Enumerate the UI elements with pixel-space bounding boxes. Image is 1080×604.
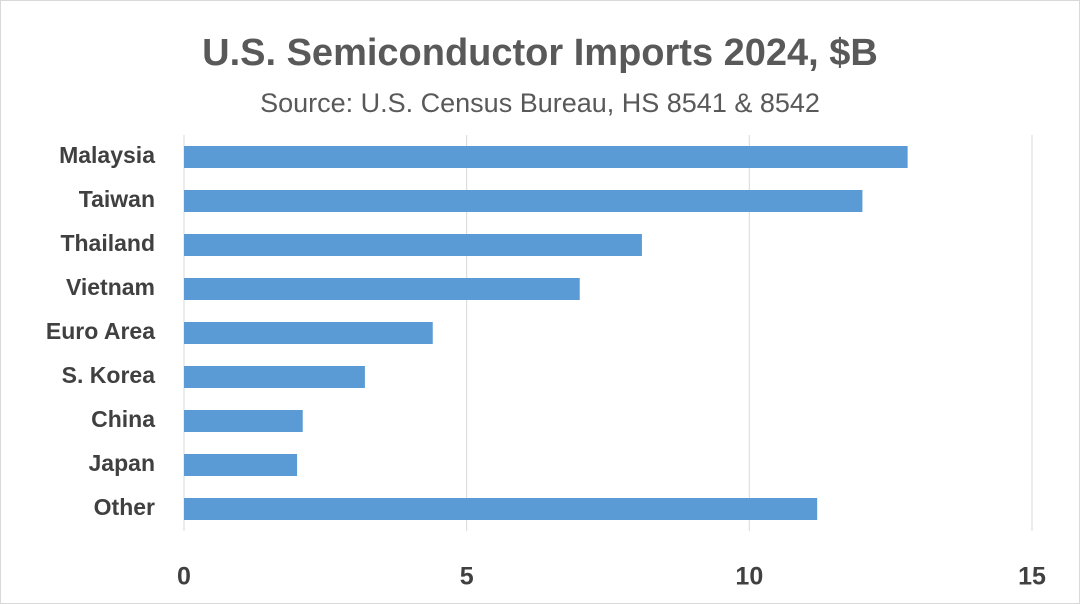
bar (184, 146, 908, 168)
y-tick-label: China (91, 406, 155, 432)
y-tick-label: Japan (89, 450, 155, 476)
chart-subtitle: Source: U.S. Census Bureau, HS 8541 & 85… (260, 88, 820, 118)
x-tick-label: 10 (735, 563, 763, 591)
bar (184, 278, 580, 300)
bar (184, 322, 433, 344)
x-tick-label: 5 (460, 563, 474, 591)
y-tick-label: Taiwan (79, 186, 155, 212)
y-tick-label: Malaysia (59, 142, 155, 168)
chart-title: U.S. Semiconductor Imports 2024, $B (202, 32, 878, 74)
y-tick-label: Euro Area (46, 318, 155, 344)
y-tick-label: Vietnam (66, 274, 155, 300)
y-tick-label: Other (94, 494, 155, 520)
bar (184, 190, 863, 212)
bar (184, 498, 818, 520)
bar (184, 454, 298, 476)
x-tick-label: 0 (177, 563, 191, 591)
bar (184, 234, 642, 256)
x-tick-label: 15 (1018, 563, 1046, 591)
bar (184, 410, 303, 432)
y-tick-label: Thailand (60, 230, 155, 256)
bar (184, 366, 365, 388)
y-tick-label: S. Korea (62, 362, 156, 388)
